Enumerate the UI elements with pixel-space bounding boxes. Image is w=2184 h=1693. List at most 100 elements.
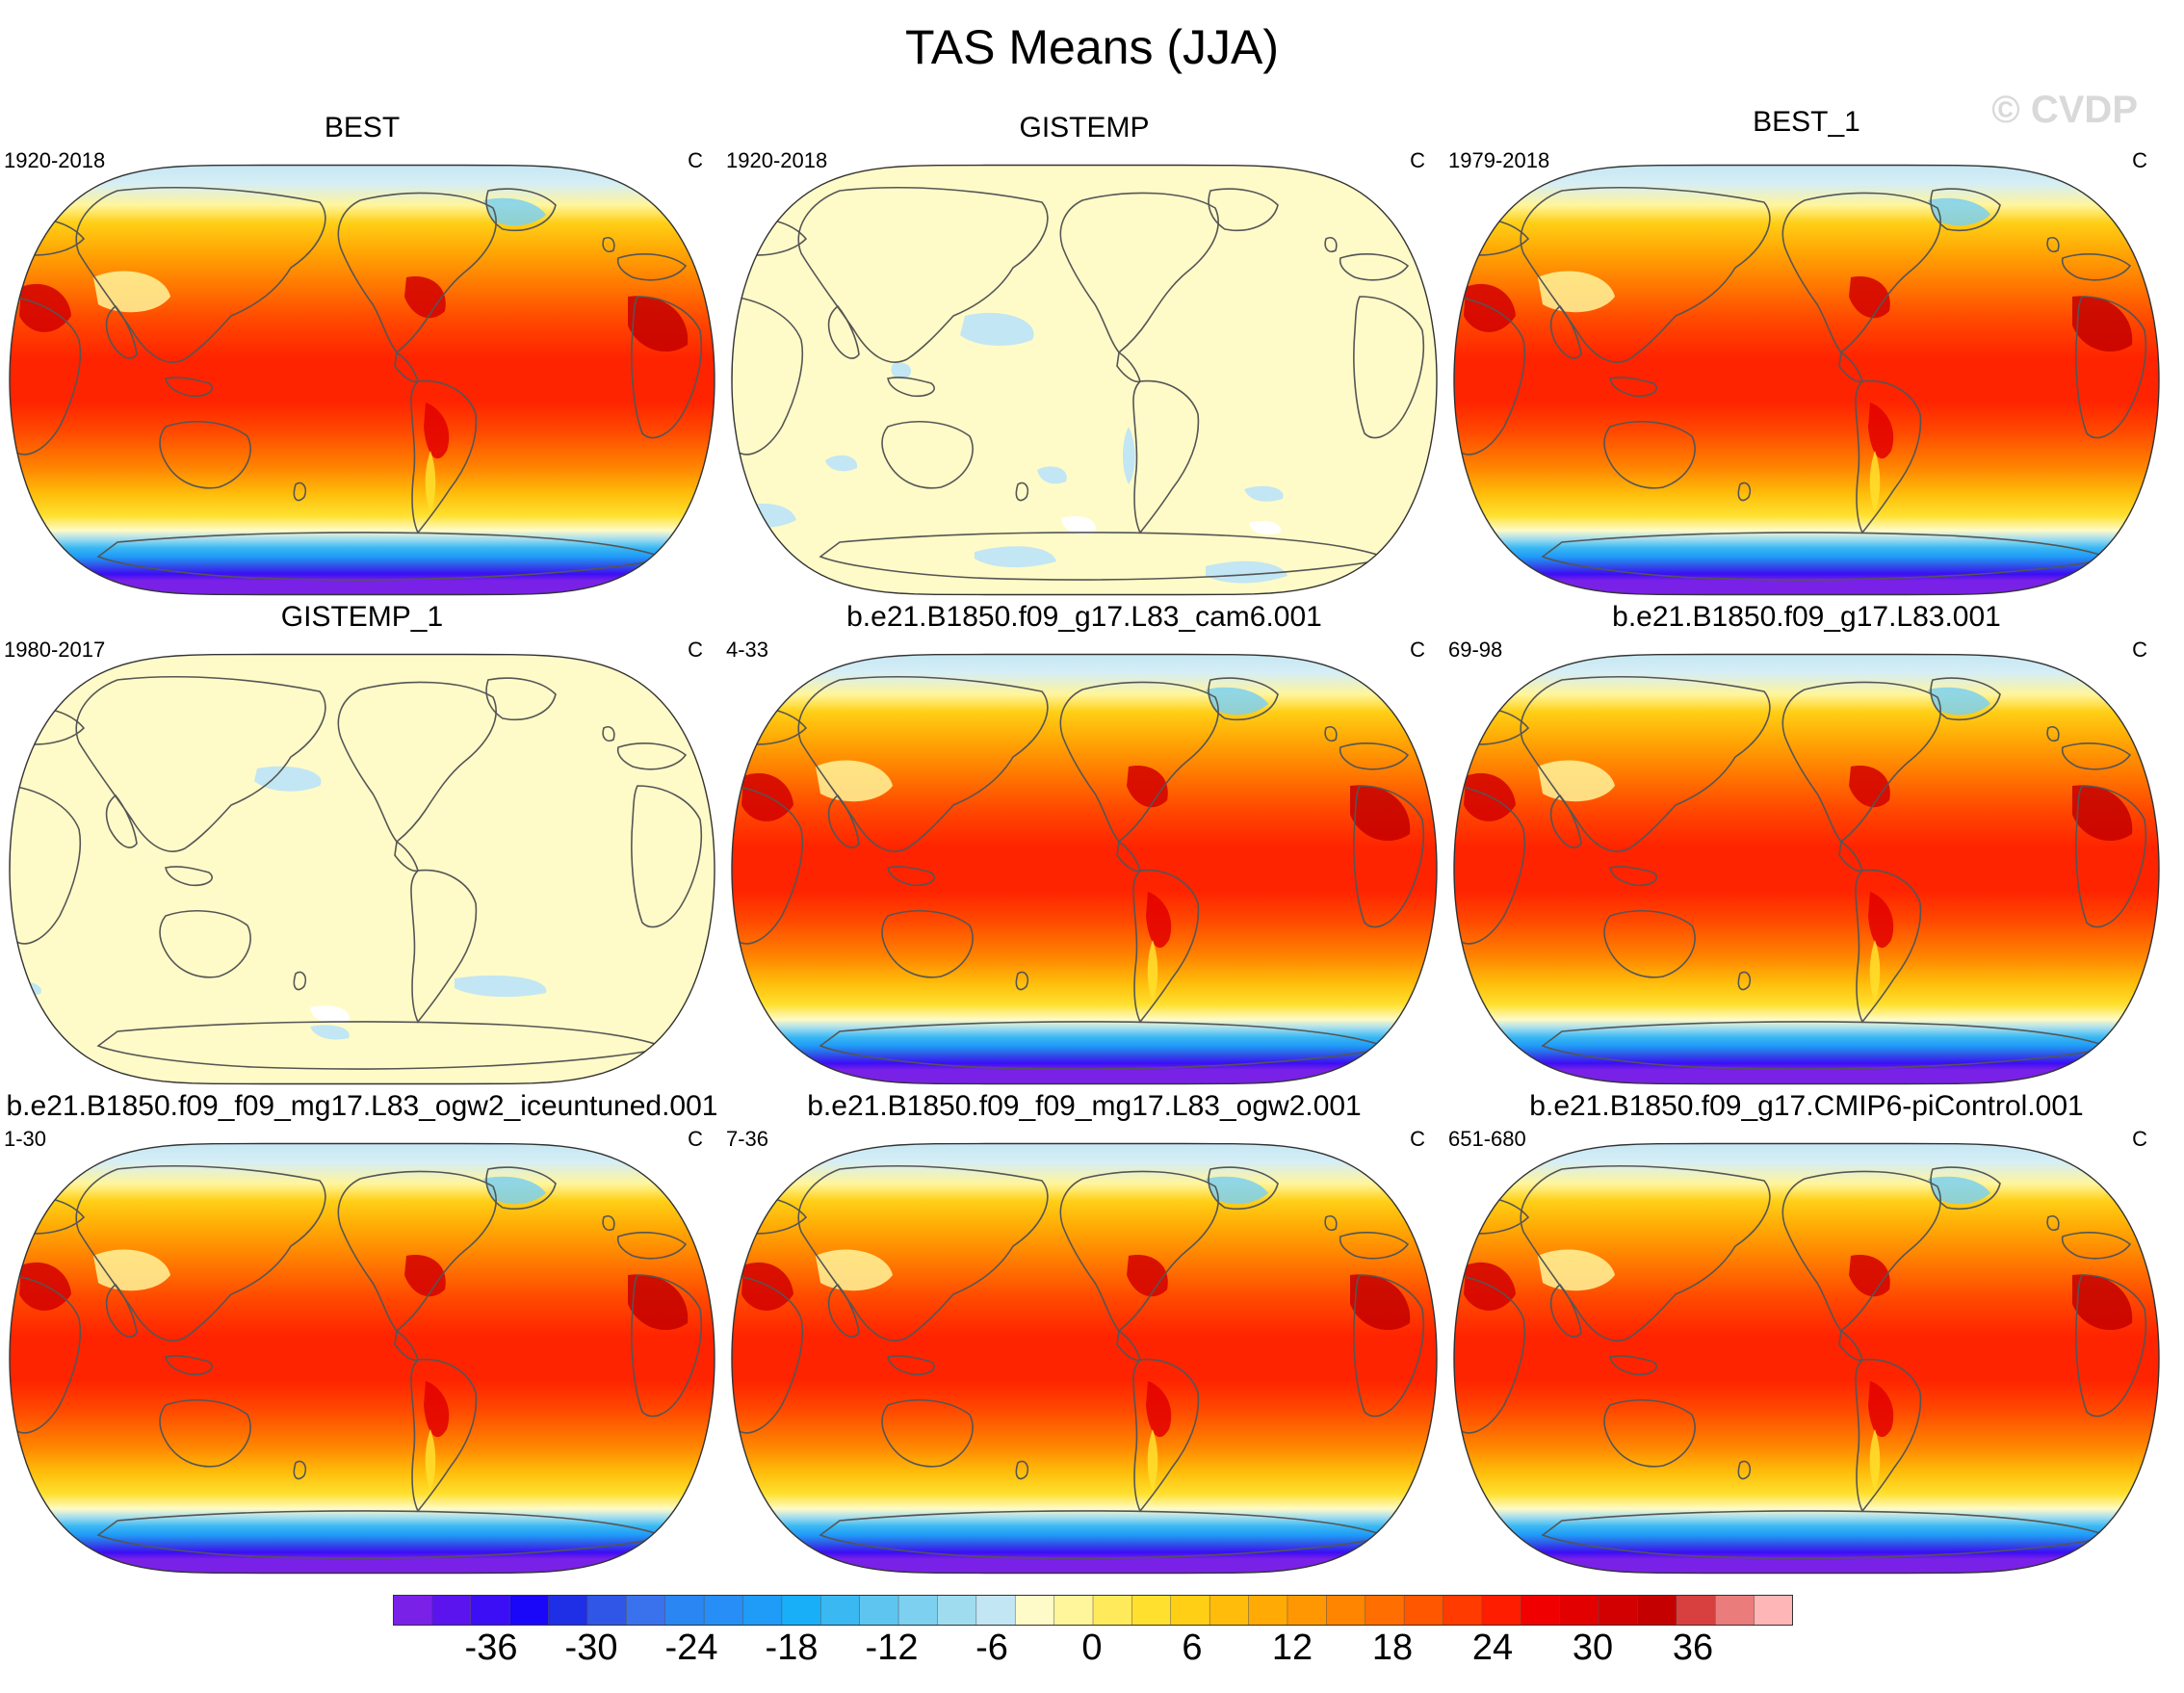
coastline-nz <box>1015 971 1029 991</box>
coastline-europe2 <box>1339 742 1410 770</box>
coastline-europe2 <box>616 742 688 770</box>
colorbar-tick-label: -6 <box>975 1628 1008 1668</box>
coastline-northamerica <box>1781 681 1941 844</box>
colorbar-swatch <box>1014 1595 1055 1626</box>
colorbar-swatch <box>1521 1595 1561 1626</box>
coastline-australia <box>1603 910 1696 978</box>
colorbar-tick-label: 18 <box>1371 1628 1414 1668</box>
field-patch <box>1350 785 1411 842</box>
colorbar-swatch <box>1287 1595 1328 1626</box>
coastline-uk <box>1324 236 1338 253</box>
panel-units: C <box>2132 1127 2147 1151</box>
anomaly-patch <box>825 455 858 472</box>
field-patch <box>19 283 71 332</box>
field-patch <box>1464 772 1516 821</box>
coastline-northamerica <box>1781 1170 1941 1333</box>
coastline-asia <box>75 675 326 852</box>
coastline-greenland <box>1208 188 1279 231</box>
coastline-northamerica <box>337 1170 497 1333</box>
colorbar-swatch <box>859 1595 899 1626</box>
coastline-nz <box>293 482 307 502</box>
temperature-field <box>1454 1143 2159 1574</box>
colorbar-swatch <box>781 1595 822 1626</box>
panel-title: GISTEMP_1 <box>280 601 444 633</box>
field-patch <box>1147 1429 1158 1492</box>
coastline-africa <box>10 296 82 456</box>
coastline-africa <box>1454 785 1526 945</box>
field-patch <box>483 197 546 226</box>
panel-title: b.e21.B1850.f09_g17.L83.001 <box>1612 601 2001 633</box>
temperature-field <box>1454 654 2159 1084</box>
map-outline <box>9 164 715 596</box>
panel-title: b.e21.B1850.f09_g17.L83_cam6.001 <box>846 601 1322 633</box>
panel-period: 1-30 <box>4 1127 47 1151</box>
coastline-asia <box>1520 675 1771 852</box>
colorbar-swatch <box>1053 1595 1094 1626</box>
field-patch <box>425 451 436 513</box>
coastline-australia <box>159 421 251 489</box>
anomaly-patch <box>455 975 547 998</box>
panel-title: b.e21.B1850.f09_g17.CMIP6-piControl.001 <box>1529 1090 2084 1122</box>
map-panel: b.e21.B1850.f09_f09_mg17.L83_ogw2.001 7-3… <box>724 1090 1444 1576</box>
colorbar-swatch <box>937 1595 977 1626</box>
coastline-india <box>105 1283 138 1338</box>
coastline-uk <box>2046 1214 2060 1232</box>
field-patch <box>1868 403 1894 459</box>
field-patch <box>1350 1274 1411 1331</box>
coastline-europe2 <box>2061 742 2132 770</box>
coastline-uk <box>2046 236 2060 253</box>
temperature-field <box>10 165 715 595</box>
coastline-greenland <box>1930 677 2001 720</box>
coastline-europe2 <box>2061 1232 2132 1260</box>
map-outline <box>731 1142 1438 1575</box>
anomaly-patch <box>975 546 1056 568</box>
colorbar-swatch <box>1403 1595 1444 1626</box>
coastline-africa <box>10 785 82 945</box>
coastline-india <box>1549 794 1582 848</box>
coastline-africa <box>1454 296 1526 456</box>
coastline-africa <box>732 785 804 945</box>
coastline-northamerica <box>1059 681 1219 844</box>
field-patch <box>1849 766 1890 808</box>
colorbar <box>393 1595 1793 1626</box>
coastline-africa2 <box>1353 785 1425 928</box>
colorbar-swatch <box>431 1595 472 1626</box>
colorbar-swatch <box>1443 1595 1483 1626</box>
map-panel: BEST_1 1979-2018 C <box>1446 106 2167 598</box>
colorbar-swatch <box>1092 1595 1133 1626</box>
colorbar-swatch <box>664 1595 705 1626</box>
coastline-indonesia <box>165 866 214 887</box>
panel-units: C <box>1410 148 1425 172</box>
coastline-australia <box>881 421 974 489</box>
map-outline <box>1453 164 2160 596</box>
coastline-greenland <box>1208 1166 1279 1210</box>
field-patch <box>1206 1176 1268 1205</box>
map-outline <box>9 1142 715 1575</box>
map-outline <box>9 653 715 1085</box>
panel-title: b.e21.B1850.f09_f09_mg17.L83_ogw2_iceunt… <box>6 1090 718 1122</box>
colorbar-tick-label: -18 <box>765 1628 819 1668</box>
coastline-india <box>827 794 860 848</box>
coastline-africa2 <box>1353 1274 1425 1418</box>
anomaly-patch <box>960 312 1034 347</box>
coastline-indonesia <box>165 377 214 398</box>
field-patch <box>1869 451 1881 513</box>
colorbar-tick-label: 0 <box>1081 1628 1103 1668</box>
coastline-uk <box>2046 725 2060 742</box>
coastline-europe2 <box>2061 253 2132 281</box>
coastline-greenland <box>1930 188 2001 231</box>
colorbar-tick-label: 6 <box>1182 1628 1203 1668</box>
coastline-africa2 <box>631 785 703 928</box>
coastline-europe2 <box>1339 1232 1410 1260</box>
field-patch <box>404 1255 446 1297</box>
anomaly-patch <box>891 362 912 379</box>
coastline-indonesia <box>887 866 936 887</box>
coastline-indonesia <box>1609 1355 1658 1376</box>
panel-period: 7-36 <box>726 1127 769 1151</box>
panel-title: b.e21.B1850.f09_f09_mg17.L83_ogw2.001 <box>807 1090 1362 1122</box>
field-patch <box>1928 197 1990 226</box>
field-patch <box>1127 766 1168 808</box>
coastline-greenland <box>1930 1166 2001 1210</box>
coastline-nz <box>1015 1460 1029 1480</box>
field-patch <box>1868 892 1894 949</box>
